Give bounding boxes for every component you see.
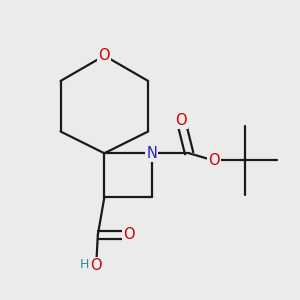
- Text: O: O: [175, 113, 187, 128]
- Text: H: H: [80, 258, 89, 271]
- Text: O: O: [208, 153, 219, 168]
- Text: N: N: [146, 146, 157, 161]
- Text: O: O: [98, 48, 110, 63]
- Text: O: O: [90, 258, 102, 273]
- Text: O: O: [123, 227, 135, 242]
